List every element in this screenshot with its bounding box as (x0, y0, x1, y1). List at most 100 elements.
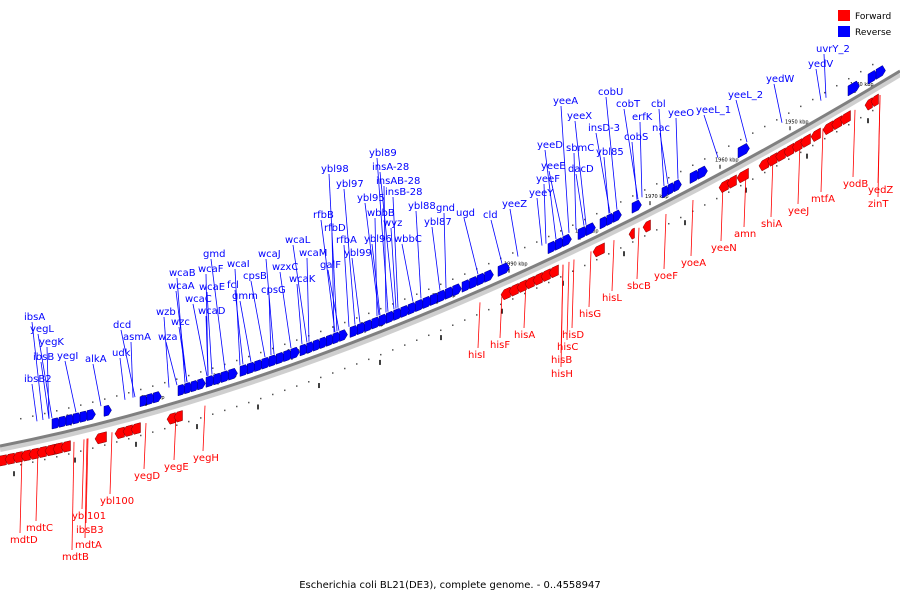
forward-gene-feature (726, 174, 737, 189)
tick-label: 1970 kbp (645, 194, 669, 200)
gene-label-sbmc: sbmC (566, 143, 594, 154)
guide-dot (620, 201, 622, 203)
gene-label-shia: shiA (761, 219, 782, 230)
guide-dot (20, 417, 22, 420)
guide-dot (428, 288, 430, 291)
guide-dot (764, 125, 766, 128)
gene-label-yeea: yeeA (553, 96, 578, 107)
leader-ybl97 (343, 188, 356, 325)
gene-label-mdta: mdtA (75, 540, 102, 551)
guide-dot (416, 339, 418, 341)
guide-dot (212, 413, 214, 415)
guide-dot (788, 158, 790, 160)
guide-dot (56, 410, 58, 412)
gene-label-wcae: wcaE (199, 282, 225, 293)
leader-mdtd (19, 453, 23, 534)
leader-rfba (343, 244, 350, 327)
guide-dot (116, 441, 118, 443)
gene-label-mdtb: mdtB (62, 552, 89, 563)
axis-line (0, 69, 900, 448)
tick-label: 1990 kbp (504, 262, 528, 268)
guide-dot (836, 130, 838, 133)
guide-dot (224, 363, 226, 366)
leader-sbmc (573, 152, 577, 230)
forward-gene-feature (508, 282, 519, 297)
leader-yedv (815, 68, 822, 101)
gene-label-wzb: wzb (156, 307, 176, 318)
guide-dot (20, 463, 22, 466)
gene-label-mtfa: mtfA (811, 194, 835, 205)
forward-gene-feature (800, 133, 811, 148)
reverse-gene-feature (153, 391, 162, 404)
guide-dot (248, 355, 250, 358)
guide-dot (80, 404, 82, 406)
guide-dot (116, 395, 118, 397)
gene-label-cobs: cobS (624, 132, 648, 143)
forward-gene-feature (822, 120, 834, 136)
forward-gene-feature (4, 452, 15, 465)
leader-ybl88 (415, 210, 422, 299)
gene-label-yege: yegE (164, 462, 189, 473)
guide-dot (752, 178, 754, 180)
gene-label-cobt: cobT (616, 99, 641, 110)
guide-dot (212, 367, 214, 369)
gene-label-wcam: wcaM (299, 248, 327, 259)
forward-gene-feature (736, 167, 749, 184)
gene-label-yegh: yegH (193, 453, 219, 464)
leader-wcak (296, 283, 303, 345)
gene-label-dacd: dacD (568, 164, 594, 175)
guide-dot (80, 450, 82, 452)
gene-label-yeej: yeeJ (788, 206, 809, 217)
leader-yeej (797, 141, 801, 205)
guide-dot (344, 321, 346, 324)
gene-label-ybl85: ybl85 (596, 147, 624, 158)
reverse-gene-feature (400, 305, 410, 319)
gene-label-yeed: yeeD (537, 140, 563, 151)
gene-label-zint: zinT (868, 199, 889, 210)
gene-label-yeey: yeeY (529, 188, 554, 199)
gene-label-yoea: yoeA (681, 258, 706, 269)
label-leaders (19, 53, 881, 551)
guide-dot (680, 170, 682, 173)
guide-dot (344, 367, 346, 370)
reverse-gene-feature (497, 262, 510, 277)
forward-gene-feature (500, 286, 511, 301)
leader-mtfa (820, 128, 824, 193)
leader-mdtb (71, 441, 75, 551)
guide-dot (332, 326, 334, 328)
leader-yeen (720, 184, 724, 242)
gene-label-cpsg: cpsG (261, 285, 286, 296)
guide-dot (380, 353, 382, 356)
leader-shia (770, 156, 774, 218)
guide-dot (248, 401, 250, 404)
gene-label-rfbd: rfbD (324, 223, 346, 234)
map-caption: Escherichia coli BL21(DE3), complete gen… (299, 580, 601, 591)
gene-label-hisf: hisF (490, 340, 510, 351)
forward-gene-feature (642, 219, 651, 233)
gene-label-dcd: dcd (113, 320, 131, 331)
gene-label-yegk: yegK (39, 337, 64, 348)
guide-dot (488, 262, 490, 265)
gene-label-insb-28: insB-28 (385, 187, 423, 198)
guide-dot (104, 444, 106, 446)
guide-dot (536, 241, 538, 243)
forward-gene-feature (173, 410, 183, 423)
gene-label-yeez: yeeZ (502, 199, 527, 210)
leader-wbbc (401, 243, 414, 302)
gene-label-gmd: gmd (203, 249, 225, 260)
forward-gene-feature (122, 424, 133, 437)
leader-nac (659, 132, 669, 185)
leader-wcac (192, 303, 208, 377)
guide-dot (716, 197, 718, 200)
leader-insb-28 (392, 196, 399, 308)
guide-dot (128, 392, 130, 394)
guide-dot (428, 334, 430, 337)
leader-uvry-2 (823, 53, 827, 98)
gene-label-ybl87: ybl87 (424, 217, 452, 228)
gene-label-sbcb: sbcB (627, 281, 651, 292)
guide-dot (512, 298, 514, 300)
leader-cpsg (268, 294, 272, 356)
guide-dot (56, 456, 58, 458)
gene-label-insa-28: insA-28 (372, 162, 409, 173)
guide-dot (548, 235, 550, 238)
